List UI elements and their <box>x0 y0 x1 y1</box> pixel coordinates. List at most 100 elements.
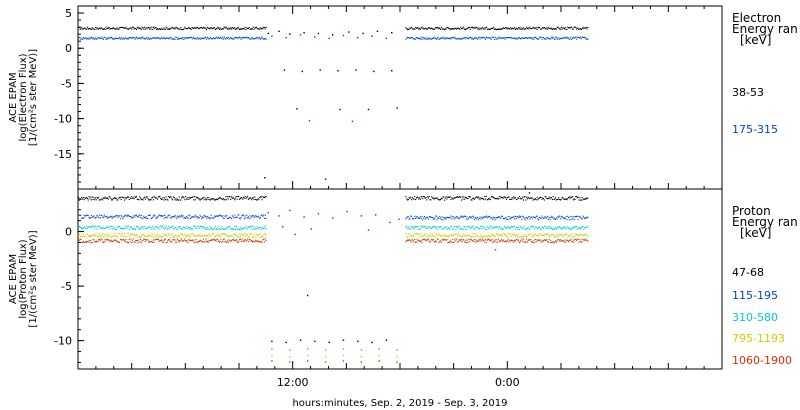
data-point <box>248 37 250 39</box>
data-point <box>425 38 427 40</box>
data-point <box>460 196 462 198</box>
data-point <box>498 240 500 242</box>
data-point <box>545 228 547 230</box>
data-point <box>227 235 229 237</box>
data-point <box>241 197 243 199</box>
data-point <box>525 199 527 201</box>
data-point <box>522 240 524 242</box>
data-point <box>500 28 502 31</box>
data-point <box>444 29 446 31</box>
data-point <box>260 236 262 238</box>
data-point <box>444 238 446 240</box>
data-point <box>183 28 185 30</box>
data-point <box>452 216 454 218</box>
data-point <box>100 37 102 40</box>
legend-item: 795-1193 <box>732 332 785 345</box>
data-point <box>559 28 561 30</box>
data-point <box>378 354 380 357</box>
data-point <box>560 37 562 39</box>
data-point <box>218 235 220 237</box>
data-point <box>504 234 506 236</box>
data-point <box>385 37 388 40</box>
data-point <box>481 218 483 220</box>
data-point <box>466 228 468 230</box>
legend-item: 1060-1900 <box>732 354 792 367</box>
data-point <box>181 233 183 235</box>
data-point <box>438 233 440 235</box>
data-point <box>200 38 202 40</box>
data-point <box>523 196 525 198</box>
data-point <box>198 240 200 242</box>
data-point <box>210 240 212 242</box>
data-point <box>437 198 439 200</box>
data-point <box>428 240 430 242</box>
data-point <box>445 226 447 228</box>
data-point <box>202 37 204 39</box>
data-point <box>485 195 487 197</box>
data-point <box>539 36 541 38</box>
data-point <box>135 28 138 31</box>
data-point <box>296 108 298 110</box>
data-point <box>576 228 578 230</box>
data-point <box>79 226 81 229</box>
data-point <box>484 226 486 228</box>
data-point <box>452 198 454 200</box>
data-point <box>424 197 426 199</box>
data-point <box>156 226 158 228</box>
data-point <box>462 228 464 231</box>
data-point <box>525 234 527 236</box>
data-point <box>443 36 445 38</box>
data-point <box>411 234 413 237</box>
data-point <box>431 234 434 236</box>
data-point <box>560 233 562 235</box>
data-point <box>533 27 535 29</box>
data-point <box>212 198 214 200</box>
data-point <box>427 197 430 199</box>
data-point <box>538 38 540 40</box>
data-point <box>460 235 462 237</box>
data-point <box>458 196 460 198</box>
data-point <box>549 27 551 29</box>
data-point <box>148 214 150 216</box>
data-point <box>255 37 258 39</box>
data-point <box>488 228 490 230</box>
data-point <box>82 228 84 230</box>
data-point <box>205 36 207 38</box>
data-point <box>477 196 479 198</box>
data-point <box>90 226 92 229</box>
data-point <box>206 36 208 38</box>
data-point <box>508 227 510 229</box>
data-point <box>192 27 194 29</box>
data-point <box>136 225 138 227</box>
data-point <box>562 217 564 219</box>
data-point <box>565 227 567 230</box>
data-point <box>111 239 113 241</box>
data-point <box>570 227 572 229</box>
data-point <box>497 28 499 30</box>
data-point <box>202 238 204 240</box>
data-point <box>549 235 551 237</box>
data-point <box>178 28 180 30</box>
data-point <box>346 210 348 213</box>
data-point <box>565 28 567 31</box>
data-point <box>587 38 589 40</box>
data-point <box>139 238 142 240</box>
data-point <box>567 236 569 238</box>
data-point <box>177 215 179 217</box>
data-point <box>216 36 218 38</box>
data-point <box>97 37 99 39</box>
data-point <box>112 236 114 238</box>
data-point <box>254 241 256 243</box>
data-point <box>551 27 553 29</box>
data-point <box>468 196 471 198</box>
data-point <box>478 236 480 238</box>
data-point <box>423 215 425 218</box>
data-point <box>584 27 586 29</box>
data-point <box>576 36 578 38</box>
data-point <box>572 239 574 241</box>
data-point <box>433 217 435 219</box>
data-point <box>225 228 227 230</box>
data-point <box>531 241 533 243</box>
data-point <box>134 216 136 218</box>
data-point <box>473 233 475 235</box>
